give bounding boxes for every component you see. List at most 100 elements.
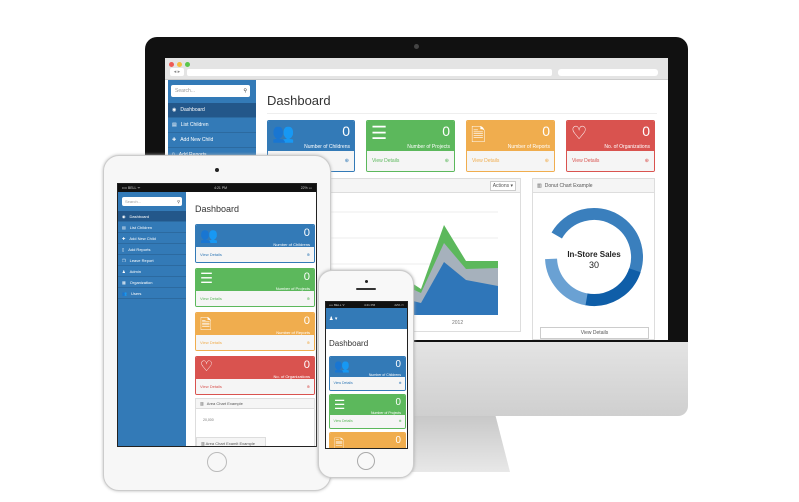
arrow-circle-icon: ⊕ — [306, 252, 310, 258]
card-label: Number of Reports — [276, 329, 310, 335]
back-forward-buttons[interactable]: ◂ ▸ — [170, 68, 184, 76]
minimize-window-button[interactable] — [177, 62, 182, 67]
view-details-button[interactable]: View Details — [540, 327, 649, 339]
search-icon[interactable]: ⚲ — [243, 88, 247, 94]
card-header: ♡ 0 No. of Organizations — [196, 357, 314, 382]
card-header: 👥 0 Number of Childrens — [268, 121, 354, 154]
search-placeholder: Search... — [125, 199, 142, 204]
card-value: 0 — [303, 315, 310, 327]
view-details-link[interactable]: View Details ⊕ — [367, 151, 454, 171]
search-placeholder: Search... — [175, 88, 196, 94]
sidebar-item-dashboard[interactable]: ◉ Dashboard — [118, 211, 186, 222]
address-bar[interactable] — [187, 69, 552, 76]
sidebar-item-dashboard[interactable]: ◉ Dashboard — [168, 103, 256, 118]
time: 4:21 PM — [363, 303, 376, 307]
stat-card-number-of-childrens: 👥 0 Number of Childrens View Details ⊕ — [329, 356, 406, 391]
camera-icon — [365, 280, 368, 283]
view-details-label: View Details — [200, 296, 222, 302]
view-details-link[interactable]: View Details ⊕ — [467, 151, 554, 171]
browser-toolbar: ◂ ▸ — [165, 58, 668, 80]
copy-icon: ❐ — [122, 257, 126, 263]
add-user-icon: ✚ — [122, 235, 126, 241]
stat-card-number-of-reports: 🗎 0 Number of Reports View Details ⊕ — [195, 312, 315, 351]
sidebar-item-list-children[interactable]: ▤ List Children — [118, 222, 186, 233]
view-details-link[interactable]: View Details ⊕ — [196, 335, 314, 350]
card-label: Number of Projects — [371, 410, 401, 415]
sidebar-item-admin[interactable]: ♟ Admin — [118, 266, 186, 277]
stat-card-number-of-reports: 🗎 0 Number of Reports View Details ⊕ — [466, 120, 555, 172]
carrier: •••• BELL ᯤ — [122, 185, 141, 190]
sidebar-item-add-new-child[interactable]: ✚ Add New Child — [168, 133, 256, 148]
card-header: ☰ 0 Number of Projects — [330, 395, 405, 417]
area-chart-title-2: Area Chart Examlt Example — [205, 441, 256, 446]
card-value: 0 — [303, 359, 310, 371]
sidebar-item-leave-report[interactable]: ❐ Leave Report — [118, 255, 186, 266]
close-window-button[interactable] — [169, 62, 174, 67]
view-details-link[interactable]: View Details ⊕ — [567, 151, 654, 171]
status-bar: •••• BELL ᯤ 4:21 PM 22% ▭ — [326, 302, 407, 308]
card-label: No. of Organizations — [604, 144, 650, 151]
view-details-label: View Details — [200, 384, 222, 390]
search-input[interactable]: Search... ⚲ — [122, 197, 182, 206]
heart-icon: ♡ — [200, 359, 213, 375]
sidebar-item-label: List Children — [180, 122, 209, 128]
stat-card-number-of-childrens: 👥 0 Number of Childrens View Details ⊕ — [195, 224, 315, 263]
card-label: No. of Organizations — [273, 373, 310, 379]
users-icon: 👥 — [334, 359, 350, 373]
view-details-link[interactable]: View Details ⊕ — [196, 291, 314, 306]
view-details-link[interactable]: View Details ⊕ — [330, 376, 405, 390]
sidebar-item-add-new-child[interactable]: ✚ Add New Child — [118, 233, 186, 244]
donut-center-value: 30 — [589, 260, 599, 270]
time: 4:21 PM — [214, 186, 228, 190]
sidebar-item-label: List Children — [129, 224, 153, 230]
view-details-link[interactable]: View Details ⊕ — [196, 379, 314, 394]
sidebar-item-users[interactable]: 👥 Users — [118, 288, 186, 299]
card-value: 0 — [642, 123, 650, 139]
users-icon: 👥 — [200, 228, 218, 244]
card-value: 0 — [395, 435, 401, 446]
card-label: Number of Reports — [507, 144, 550, 151]
dashboard-icon: ◉ — [122, 213, 126, 219]
card-value: 0 — [442, 123, 450, 139]
arrow-circle-icon: ⊕ — [444, 158, 449, 165]
x-tick-label: 2012 — [452, 320, 463, 326]
sidebar-item-organization[interactable]: ▦ Organization — [118, 277, 186, 288]
actions-dropdown[interactable]: Actions ▾ — [489, 180, 516, 191]
user-menu-toggle[interactable]: ♟ ▾ — [326, 308, 407, 329]
list-icon: ▤ — [172, 122, 177, 128]
card-value: 0 — [303, 227, 310, 239]
speaker-grille — [356, 288, 376, 290]
view-details-link[interactable]: View Details ⊕ — [330, 414, 405, 428]
stat-card-no-of-organizations: ♡ 0 No. of Organizations View Details ⊕ — [195, 356, 315, 395]
tablet-screen: •••• BELL ᯤ 4:21 PM 22% ▭ Search... ⚲ ◉ D… — [117, 183, 317, 447]
view-details-link[interactable]: View Details ⊕ — [196, 247, 314, 262]
page-title: Dashboard — [195, 204, 240, 214]
card-header: 👥 0 Number of Childrens — [330, 357, 405, 379]
maximize-window-button[interactable] — [185, 62, 190, 67]
battery: 22% ▭ — [394, 303, 404, 307]
arrow-circle-icon: ⊕ — [306, 296, 310, 302]
home-button[interactable] — [357, 452, 375, 470]
page-title: Dashboard — [329, 339, 369, 348]
card-header: ☰ 0 Number of Projects — [196, 269, 314, 294]
server-icon: ☰ — [200, 271, 213, 287]
camera-icon — [414, 44, 419, 49]
view-details-label: View Details — [200, 340, 222, 346]
view-details-label: View Details — [333, 381, 353, 386]
search-icon[interactable]: ⚲ — [177, 199, 180, 204]
pdf-file-icon: 🗎 — [200, 317, 212, 333]
sidebar-item-list-children[interactable]: ▤ List Children — [168, 118, 256, 133]
card-label: Number of Projects — [407, 144, 450, 151]
home-button[interactable] — [207, 452, 227, 472]
sidebar-item-add-reports[interactable]: ▯Add Reports — [118, 244, 186, 255]
sidebar-item-label: Dashboard — [129, 213, 150, 219]
pdf-file-icon: 🗎 — [334, 437, 345, 449]
area-chart-panel-header-2: ▥ Area Chart Examlt Example — [196, 437, 266, 446]
browser-search-field[interactable] — [558, 69, 658, 76]
stat-card-no-of-organizations: ♡ 0 No. of Organizations View Details ⊕ — [566, 120, 655, 172]
add-user-icon: ✚ — [172, 137, 177, 143]
view-details-label: View Details — [333, 419, 353, 424]
sidebar-item-label: Users — [130, 290, 142, 296]
view-details-label: View Details — [372, 158, 400, 165]
search-input[interactable]: Search... ⚲ — [171, 85, 250, 97]
